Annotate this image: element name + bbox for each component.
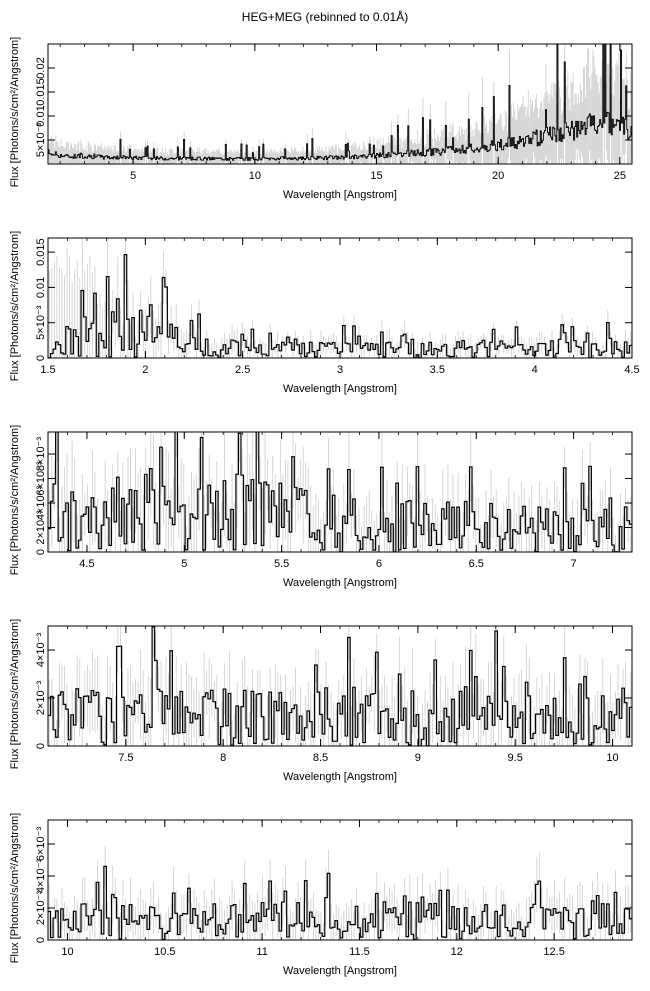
x-axis-label: Wavelength [Angstrom] bbox=[283, 189, 397, 201]
y-tick-label: 2×10⁻³ bbox=[35, 681, 47, 716]
x-tick-label: 2 bbox=[142, 364, 148, 376]
x-axis-label: Wavelength [Angstrom] bbox=[283, 965, 397, 977]
x-tick-label: 4 bbox=[532, 364, 538, 376]
x-tick-label: 1.5 bbox=[40, 364, 55, 376]
x-tick-label: 6 bbox=[376, 558, 382, 570]
x-tick-label: 15 bbox=[370, 170, 382, 182]
y-axis: 0 2×10⁻³4×10⁻³6×10⁻³8×10⁻³ Flux [Photons/s… bbox=[9, 425, 632, 575]
x-tick-label: 4.5 bbox=[79, 558, 94, 570]
flux-histogram bbox=[48, 865, 632, 940]
y-axis-label: Flux [Photons/s/cm²/Angstrom] bbox=[9, 813, 21, 963]
error-bar-lines bbox=[48, 238, 632, 358]
y-axis-label: Flux [Photons/s/cm²/Angstrom] bbox=[9, 425, 21, 575]
page-title: HEG+MEG (rebinned to 0.01Å) bbox=[241, 10, 409, 24]
spectrum-panel-4: 7.5 8 8.5 9 9.5 10 Wavelength [Angstrom] 0 2×10⁻… bbox=[9, 619, 633, 783]
plot-frame bbox=[47, 43, 633, 165]
x-axis-label: Wavelength [Angstrom] bbox=[283, 577, 397, 589]
y-axis: 0 2×10⁻³4×10⁻³6×10⁻³ Flux [Photons/s/cm²/A… bbox=[9, 813, 632, 963]
error-bars bbox=[48, 44, 632, 164]
y-axis: 0 5×10⁻³ 0.01 0.015 Flux [Photons/s/cm²/Angs… bbox=[9, 231, 632, 381]
x-tick-label: 7.5 bbox=[118, 752, 133, 764]
y-axis-label: Flux [Photons/s/cm²/Angstrom] bbox=[9, 37, 21, 187]
y-tick-label: 2×10⁻³ bbox=[35, 891, 47, 926]
x-tick-label: 10 bbox=[249, 170, 261, 182]
y-tick-label: 4×10⁻³ bbox=[35, 859, 47, 894]
x-tick-label: 8.5 bbox=[313, 752, 328, 764]
x-tick-label: 5 bbox=[181, 558, 187, 570]
y-tick-label: 0 bbox=[35, 549, 47, 555]
error-bar-lines bbox=[48, 44, 632, 164]
spectrum-panel-5: 10 10.5 11 11.5 12 12.5 Wavelength [Angstrom] 0… bbox=[9, 813, 633, 977]
x-tick-label: 11.5 bbox=[349, 946, 370, 958]
y-tick-label: 6×10⁻³ bbox=[35, 461, 47, 496]
y-tick-label: 5×10⁻³ bbox=[35, 123, 47, 158]
y-tick-label: 0.015 bbox=[35, 78, 47, 106]
flux-histogram bbox=[48, 44, 632, 161]
flux-histogram bbox=[48, 626, 632, 746]
y-tick-label: 0.015 bbox=[35, 238, 47, 266]
x-tick-label: 5.5 bbox=[274, 558, 289, 570]
x-tick-label: 12 bbox=[451, 946, 463, 958]
y-tick-label: 0 bbox=[35, 937, 47, 943]
y-tick-label: 0.01 bbox=[35, 277, 47, 298]
x-tick-label: 2.5 bbox=[235, 364, 250, 376]
x-tick-label: 4.5 bbox=[624, 364, 639, 376]
x-tick-label: 9 bbox=[415, 752, 421, 764]
x-axis: 10 10.5 11 11.5 12 12.5 Wavelength [Angstrom] bbox=[47, 820, 633, 977]
y-tick-label: 4×10⁻³ bbox=[35, 486, 47, 521]
flux-line bbox=[48, 865, 632, 940]
y-axis-label: Flux [Photons/s/cm²/Angstrom] bbox=[9, 619, 21, 769]
x-tick-label: 8 bbox=[220, 752, 226, 764]
x-axis: 1.5 2 2.5 3 3.5 4 4.5 Wavelength [Angstrom] bbox=[40, 238, 640, 395]
y-tick-label: 0.02 bbox=[35, 57, 47, 78]
x-axis: 4.5 5 5.5 6 6.5 7 Wavelength [Angstrom] bbox=[47, 432, 633, 589]
x-tick-label: 20 bbox=[492, 170, 504, 182]
x-tick-label: 5 bbox=[130, 170, 136, 182]
flux-line bbox=[48, 44, 632, 161]
y-axis-label: Flux [Photons/s/cm²/Angstrom] bbox=[9, 231, 21, 381]
x-tick-label: 7 bbox=[571, 558, 577, 570]
spectrum-panel-3: 4.5 5 5.5 6 6.5 7 Wavelength [Angstrom] 0 2×10⁻³… bbox=[9, 425, 633, 589]
y-tick-label: 0.01 bbox=[35, 105, 47, 126]
x-axis: 7.5 8 8.5 9 9.5 10 Wavelength [Angstrom] bbox=[47, 626, 633, 783]
y-tick-label: 6×10⁻³ bbox=[35, 827, 47, 862]
x-tick-label: 3.5 bbox=[430, 364, 445, 376]
x-tick-label: 10.5 bbox=[154, 946, 175, 958]
x-tick-label: 12.5 bbox=[543, 946, 564, 958]
error-bars bbox=[48, 238, 632, 358]
y-axis: 0 2×10⁻³ 4×10⁻³ Flux [Photons/s/cm²/Angstro… bbox=[9, 619, 632, 769]
x-tick-label: 3 bbox=[337, 364, 343, 376]
x-tick-label: 10 bbox=[61, 946, 73, 958]
flux-line bbox=[48, 432, 632, 552]
x-axis-label: Wavelength [Angstrom] bbox=[283, 383, 397, 395]
y-tick-label: 4×10⁻³ bbox=[35, 633, 47, 668]
y-tick-label: 0 bbox=[35, 355, 47, 361]
flux-histogram bbox=[48, 432, 632, 552]
x-axis: 5 10 15 20 25 Wavelength [Angstrom] bbox=[59, 44, 626, 201]
x-tick-label: 10 bbox=[606, 752, 618, 764]
spectrum-panel-2: 1.5 2 2.5 3 3.5 4 4.5 Wavelength [Angstrom] 0 5×1… bbox=[9, 231, 640, 395]
x-axis-label: Wavelength [Angstrom] bbox=[283, 771, 397, 783]
x-tick-label: 6.5 bbox=[469, 558, 484, 570]
x-tick-label: 9.5 bbox=[508, 752, 523, 764]
y-tick-label: 0 bbox=[35, 743, 47, 749]
flux-line bbox=[48, 626, 632, 746]
y-tick-label: 2×10⁻³ bbox=[35, 510, 47, 545]
x-tick-label: 11 bbox=[256, 946, 267, 958]
y-tick-label: 5×10⁻³ bbox=[35, 305, 47, 340]
y-tick-label: 8×10⁻³ bbox=[35, 437, 47, 472]
x-tick-label: 25 bbox=[614, 170, 626, 182]
